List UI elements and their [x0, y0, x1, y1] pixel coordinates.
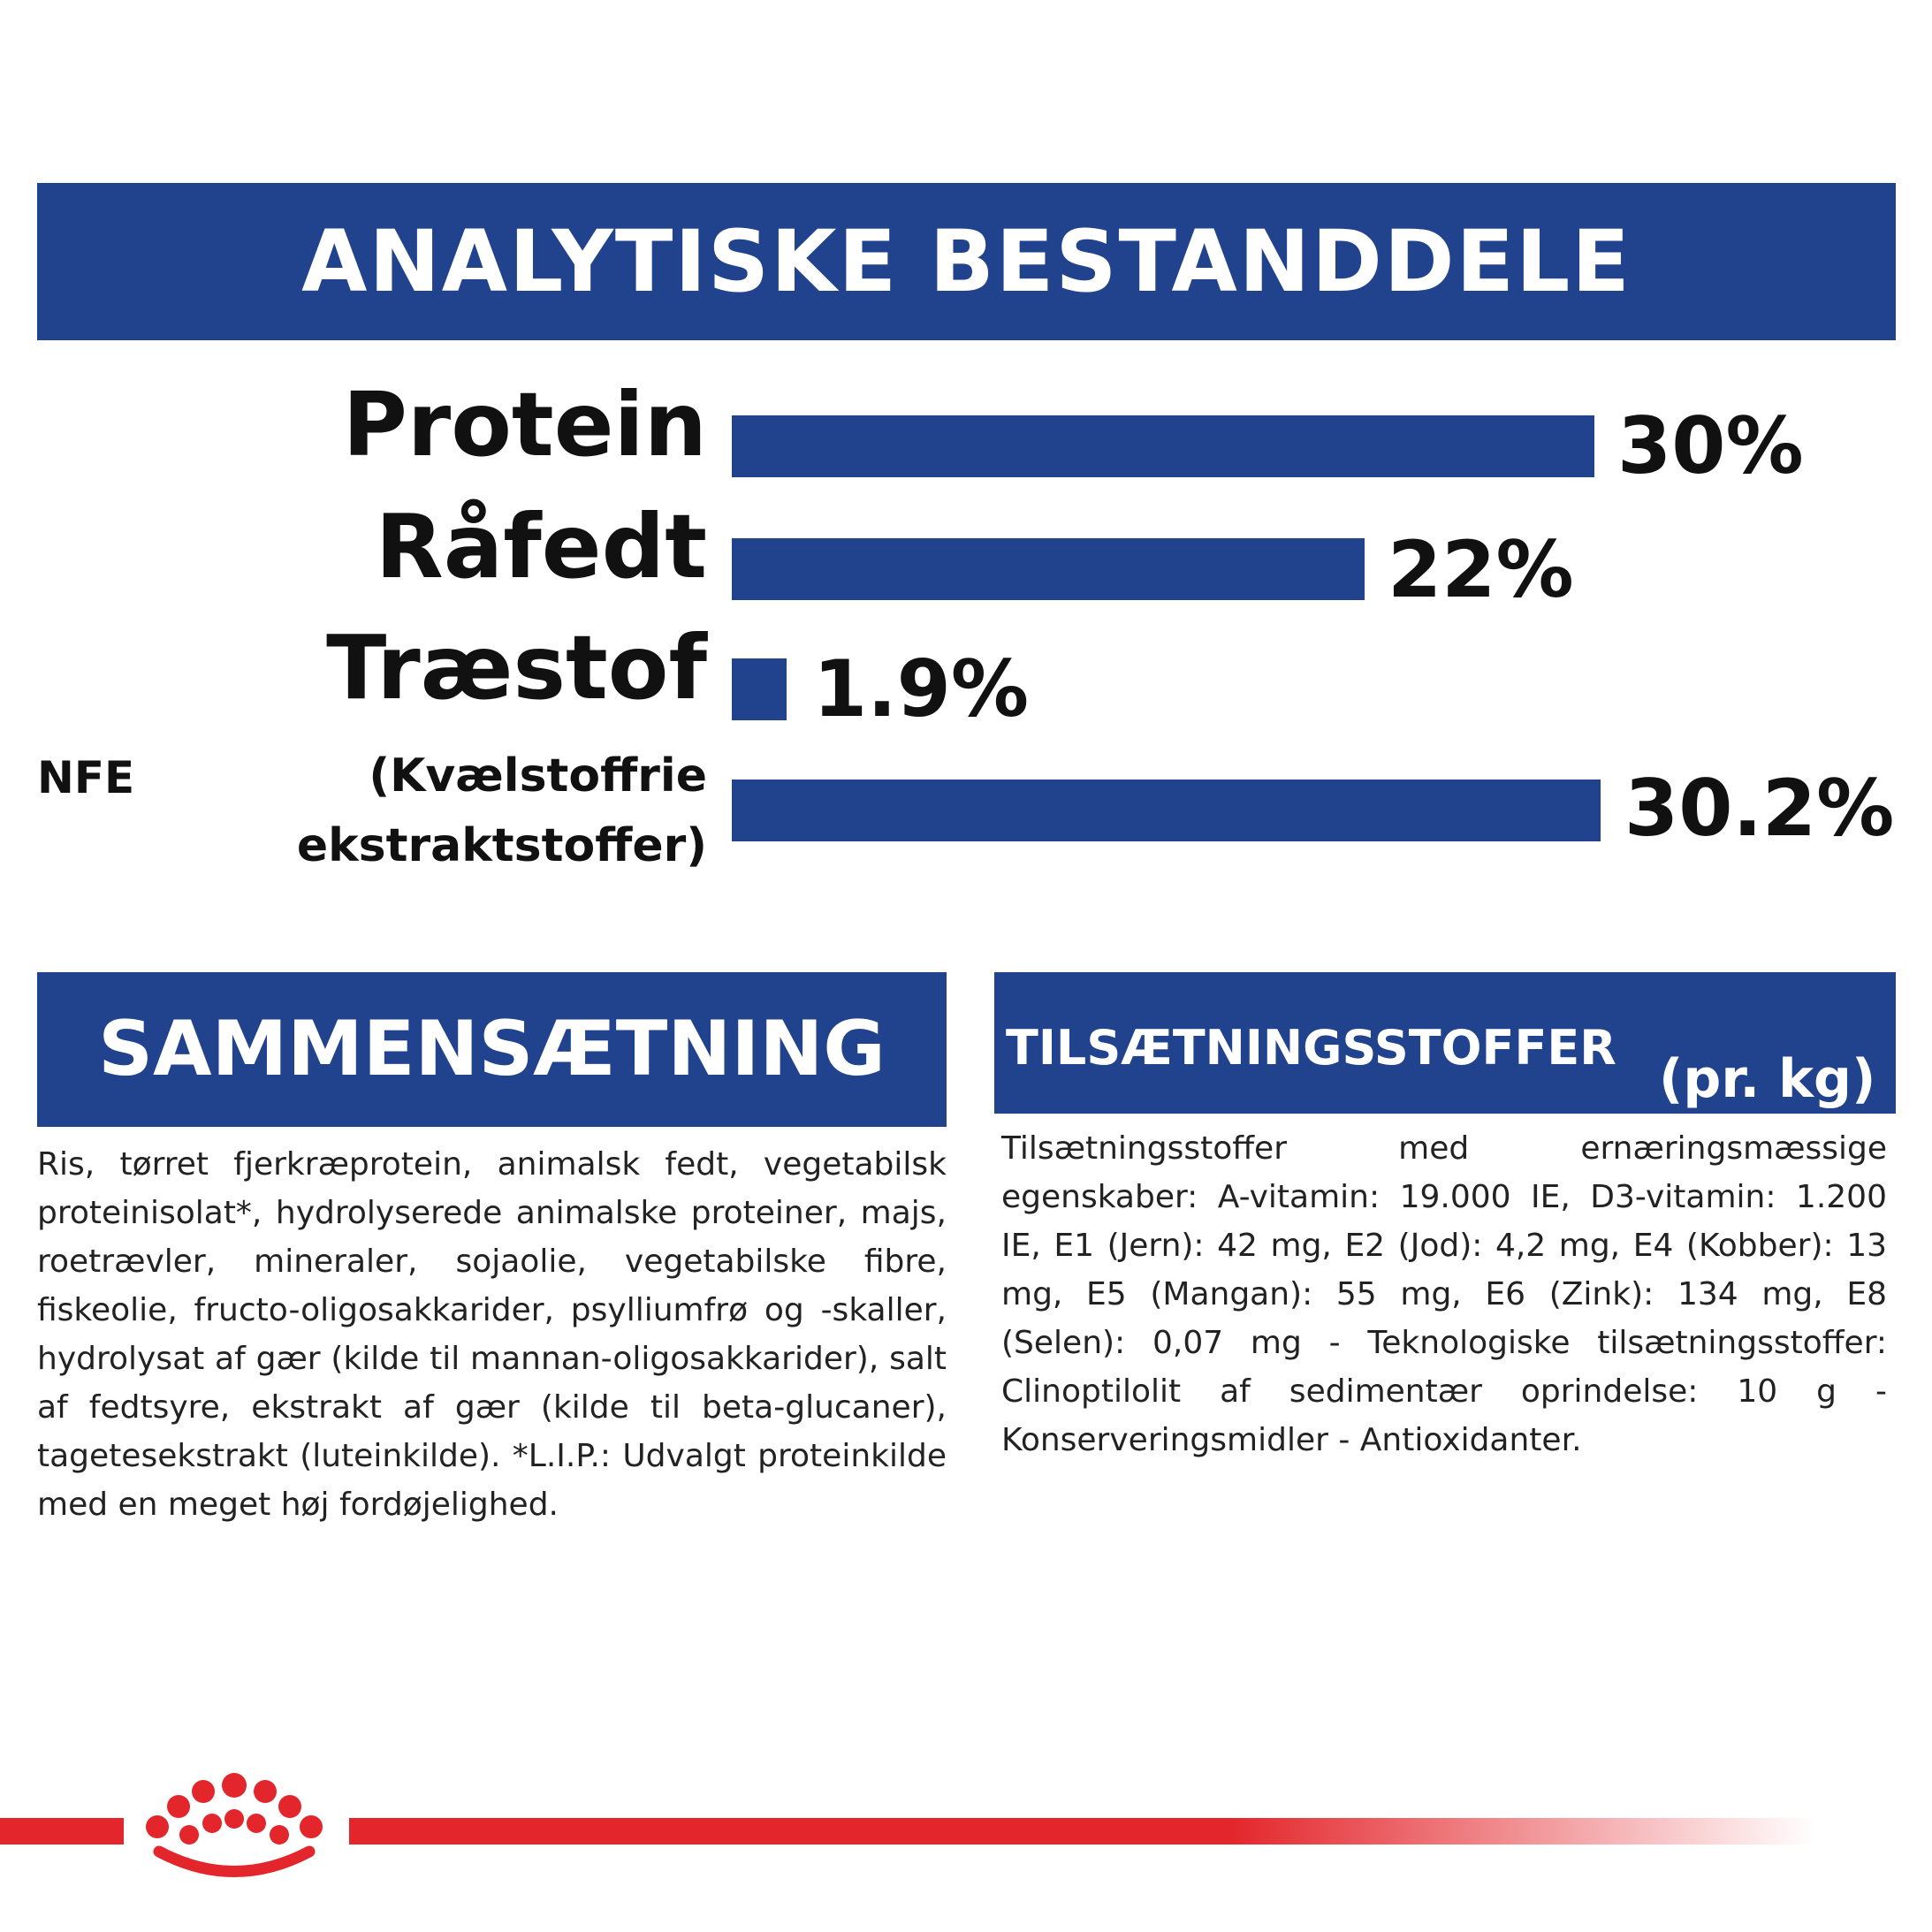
nfe-label-line1: (Kvælstoffrie — [369, 749, 707, 802]
fat-bar — [732, 538, 1365, 600]
protein-label: Protein — [342, 373, 707, 476]
analytic-header-band — [37, 183, 1896, 340]
fibre-value: 1.9% — [813, 643, 1030, 734]
analytic-title: ANALYTISKE BESTANDDELE — [301, 212, 1632, 311]
additives-title: TILSÆTNINGSSTOFFER — [1006, 1020, 1616, 1076]
royal-crown-logo-icon — [146, 1773, 323, 1877]
additives-header-band — [994, 972, 1896, 1114]
composition-title: SAMMENSÆTNING — [98, 1005, 886, 1093]
nfe-label-line2: ekstraktstoffer) — [296, 819, 707, 872]
fat-value: 22% — [1388, 524, 1574, 615]
protein-bar — [732, 415, 1594, 477]
additives-unit: (pr. kg) — [1659, 1048, 1876, 1110]
footer-red-line-left — [0, 1818, 124, 1845]
composition-header-band — [37, 972, 947, 1127]
fibre-label: Træstof — [326, 616, 707, 719]
nfe-value: 30.2% — [1624, 763, 1895, 854]
nfe-bar — [732, 780, 1601, 841]
fibre-bar — [732, 658, 787, 720]
additives-text: Tilsætningsstoffer med ernæringsmæssige … — [1001, 1130, 1887, 1458]
protein-value: 30% — [1617, 400, 1804, 491]
nfe-prefix: NFE — [37, 752, 135, 803]
fat-label: Råfedt — [375, 495, 707, 598]
footer-red-line-right — [349, 1818, 1816, 1845]
composition-text: Ris, tørret fjerkræprotein, animalsk fed… — [37, 1146, 947, 1523]
